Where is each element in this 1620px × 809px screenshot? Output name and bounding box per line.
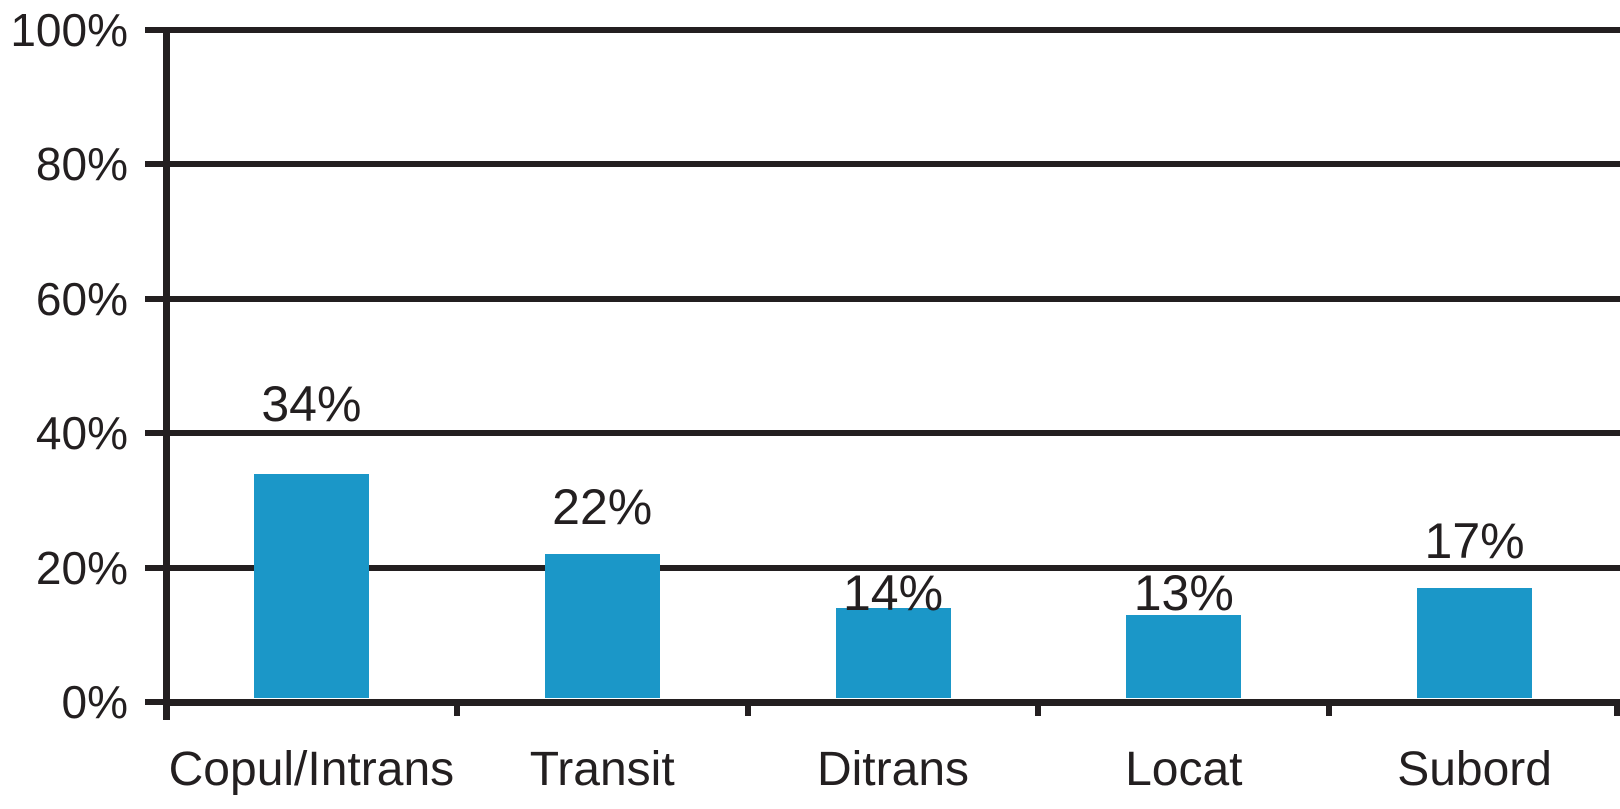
y-tick-label: 100% (10, 4, 128, 56)
y-tick-label: 0% (61, 676, 128, 728)
gridline (166, 430, 1620, 437)
y-tick (145, 699, 166, 705)
x-category-label: Copul/Intrans (168, 743, 455, 796)
y-tick-label: 60% (35, 272, 128, 325)
bar-value-label: 22% (552, 479, 653, 536)
y-tick-label: 80% (35, 138, 128, 191)
x-tick (1614, 699, 1620, 716)
gridline (166, 161, 1620, 168)
bar (253, 473, 369, 699)
x-category-label: Subord (1397, 743, 1552, 796)
bar (1126, 614, 1242, 699)
x-category-label: Ditrans (816, 743, 970, 796)
bar (544, 554, 660, 699)
y-axis-line (163, 27, 170, 720)
y-tick (145, 27, 166, 33)
y-tick (145, 295, 166, 302)
y-tick-label: 20% (35, 541, 128, 594)
bar-value-label: 13% (1133, 564, 1234, 621)
x-tick (1326, 699, 1333, 716)
x-tick (1035, 699, 1042, 716)
x-category-label: Transit (529, 743, 675, 796)
gridline (166, 564, 1620, 571)
y-tick (145, 161, 166, 168)
bar-value-label: 14% (842, 564, 944, 621)
bar (1417, 587, 1533, 699)
x-tick (744, 699, 751, 716)
bar-value-label: 34% (261, 375, 362, 432)
bar (835, 607, 951, 699)
y-tick (145, 430, 166, 437)
x-category-label: Locat (1125, 743, 1243, 796)
gridline (166, 295, 1620, 302)
x-tick (453, 699, 460, 716)
gridline (166, 27, 1620, 33)
bar-value-label: 17% (1424, 512, 1525, 569)
y-tick (145, 564, 166, 571)
y-tick-label: 40% (35, 407, 128, 460)
x-axis-line (163, 698, 1620, 706)
